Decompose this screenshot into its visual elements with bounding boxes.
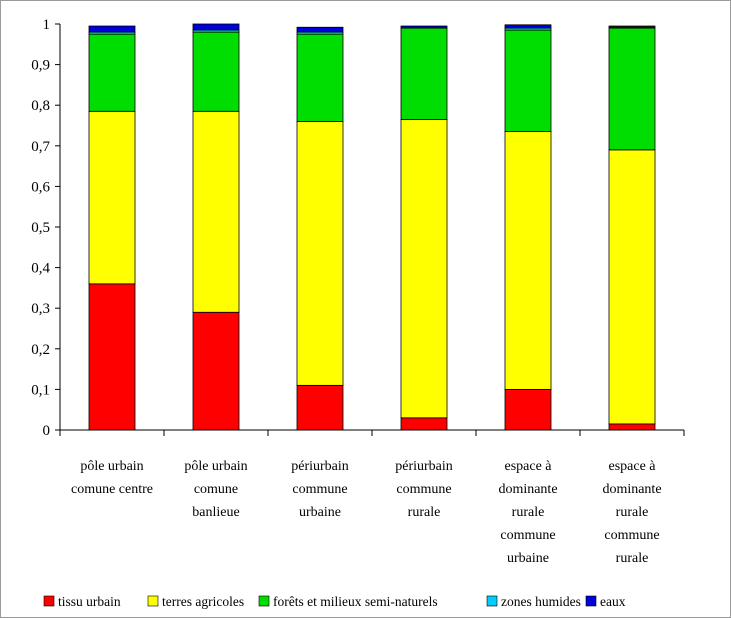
x-category-label: rurale bbox=[616, 505, 649, 520]
x-category-label: dominante bbox=[602, 482, 661, 497]
bar-segment-eaux bbox=[88, 25, 136, 33]
bar-segment-tissu-urbain bbox=[296, 384, 344, 431]
x-category-label: commune bbox=[500, 528, 555, 543]
x-category-label: rurale bbox=[408, 505, 441, 520]
y-tick-label: 0,7 bbox=[31, 139, 50, 155]
x-category-label: espace à bbox=[608, 459, 656, 474]
y-tick-label: 0,8 bbox=[31, 98, 50, 114]
legend-swatch bbox=[585, 595, 597, 607]
bar-segment-for-ts-et-milieux-semi-naturels bbox=[296, 33, 344, 122]
bar-segment-terres-agricoles bbox=[400, 119, 448, 419]
bar-segment-tissu-urbain bbox=[504, 388, 552, 431]
bar-segment-for-ts-et-milieux-semi-naturels bbox=[608, 27, 656, 151]
bar-segment-for-ts-et-milieux-semi-naturels bbox=[400, 27, 448, 120]
x-category-label: commune bbox=[396, 482, 451, 497]
bar-segment-terres-agricoles bbox=[192, 110, 240, 313]
y-tick-label: 0,5 bbox=[31, 220, 50, 236]
bar-segment-terres-agricoles bbox=[296, 121, 344, 386]
legend-label: forêts et milieux semi-naturels bbox=[273, 594, 438, 609]
y-tick-label: 0,2 bbox=[31, 342, 50, 358]
x-category-label: rurale bbox=[512, 505, 545, 520]
x-category-label: banlieue bbox=[192, 505, 239, 520]
bar-segment-for-ts-et-milieux-semi-naturels bbox=[88, 33, 136, 112]
x-category-label: espace à bbox=[504, 459, 552, 474]
bar-segment-terres-agricoles bbox=[88, 110, 136, 285]
legend-swatch bbox=[43, 595, 55, 607]
x-category-label: commune bbox=[604, 528, 659, 543]
y-tick-label: 1 bbox=[43, 17, 51, 33]
x-category-label: comune bbox=[194, 482, 238, 497]
bar-segment-tissu-urbain bbox=[608, 423, 656, 431]
bar-segment-for-ts-et-milieux-semi-naturels bbox=[504, 29, 552, 132]
x-category-label: périurbain bbox=[395, 459, 453, 474]
bar-segment-eaux bbox=[296, 26, 344, 33]
bar-segment-eaux bbox=[192, 23, 240, 31]
x-category-label: urbaine bbox=[299, 505, 341, 520]
y-tick-label: 0,6 bbox=[31, 179, 50, 195]
x-category-label: dominante bbox=[498, 482, 557, 497]
x-category-label: urbaine bbox=[507, 551, 549, 566]
legend-swatch bbox=[147, 595, 159, 607]
bar-segment-top-cap bbox=[608, 25, 656, 29]
legend-swatch bbox=[486, 595, 498, 607]
y-tick-label: 0,4 bbox=[31, 261, 50, 277]
x-category-label: comune centre bbox=[71, 482, 153, 497]
legend-label: eaux bbox=[600, 594, 626, 609]
y-tick-label: 0,1 bbox=[31, 382, 50, 398]
bar-segment-terres-agricoles bbox=[608, 149, 656, 425]
legend-label: tissu urbain bbox=[58, 594, 121, 609]
legend-swatch bbox=[258, 595, 270, 607]
x-category-label: rurale bbox=[616, 551, 649, 566]
bar-segment-tissu-urbain bbox=[400, 417, 448, 431]
legend-label: terres agricoles bbox=[162, 594, 244, 609]
bar-segment-terres-agricoles bbox=[504, 131, 552, 390]
bar-segment-for-ts-et-milieux-semi-naturels bbox=[192, 31, 240, 112]
x-category-label: commune bbox=[292, 482, 347, 497]
x-category-label: pôle urbain bbox=[80, 459, 143, 474]
y-tick-label: 0,3 bbox=[31, 301, 50, 317]
bar-segment-eaux bbox=[400, 25, 448, 29]
bar-segment-tissu-urbain bbox=[88, 283, 136, 431]
y-tick-label: 0,9 bbox=[31, 58, 50, 74]
bar-segment-tissu-urbain bbox=[192, 311, 240, 431]
bar-segment-eaux bbox=[504, 24, 552, 29]
x-category-label: pôle urbain bbox=[184, 459, 247, 474]
x-category-label: périurbain bbox=[291, 459, 349, 474]
legend-label: zones humides bbox=[501, 594, 581, 609]
y-tick-label: 0 bbox=[43, 423, 51, 439]
